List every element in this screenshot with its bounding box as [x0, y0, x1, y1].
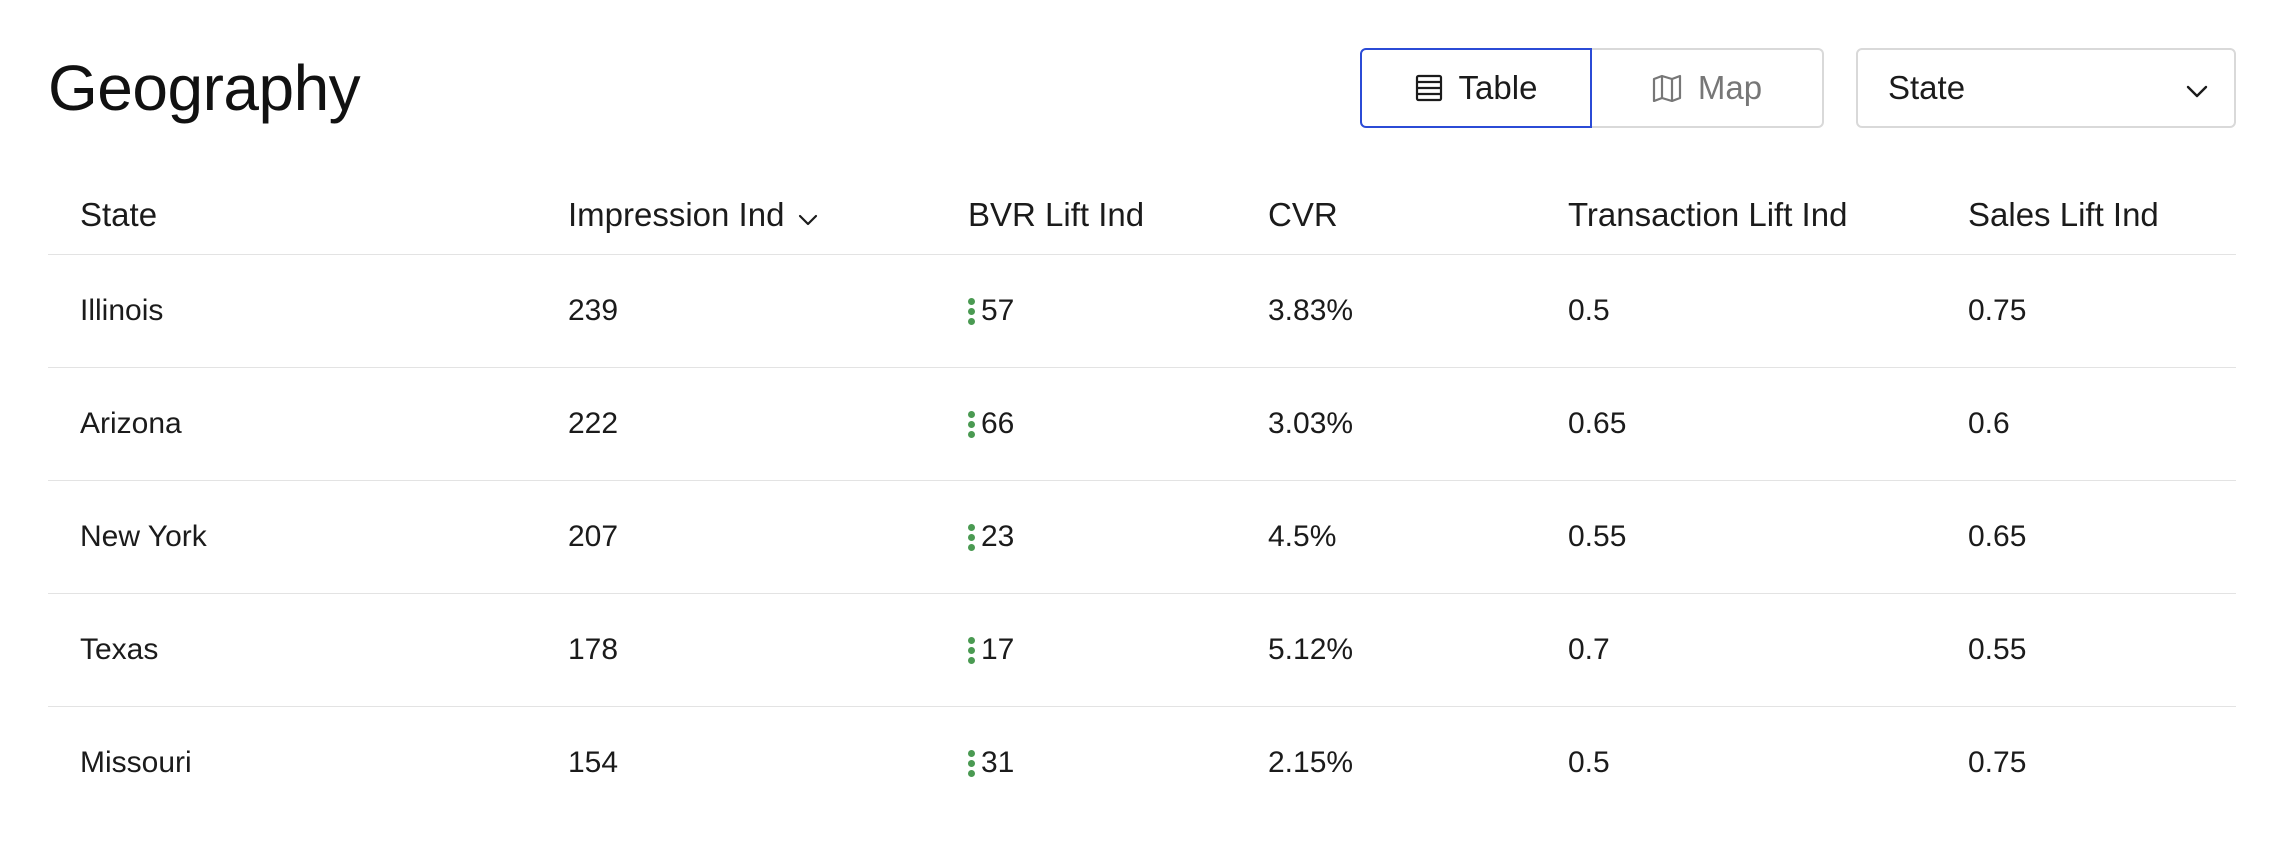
state-cell: Arizona [80, 407, 182, 440]
bvr-lift-ind-value: 17 [981, 633, 1015, 666]
column-header-bvr-lift-ind[interactable]: BVR Lift Ind [968, 196, 1145, 233]
chevron-down-icon [2186, 69, 2208, 107]
state-cell: Illinois [80, 294, 164, 327]
bvr-lift-ind-cell: 23 [968, 481, 1014, 593]
table-row[interactable]: Texas 178 17 5.12% 0.7 0.55 [48, 594, 2236, 707]
state-cell: New York [80, 520, 207, 553]
transaction-lift-ind-cell: 0.65 [1568, 407, 1627, 440]
table-row[interactable]: Illinois 239 57 3.83% 0.5 0.75 [48, 255, 2236, 368]
cvr-cell: 3.83% [1268, 294, 1354, 327]
column-header-transaction-lift-ind[interactable]: Transaction Lift Ind [1568, 196, 1848, 233]
sales-lift-ind-cell: 0.6 [1968, 407, 2010, 440]
transaction-lift-ind-cell: 0.7 [1568, 633, 1610, 666]
column-header-state[interactable]: State [80, 196, 158, 233]
cvr-cell: 2.15% [1268, 746, 1354, 779]
table-row[interactable]: New York 207 23 4.5% 0.55 0.65 [48, 481, 2236, 594]
sales-lift-ind-cell: 0.65 [1968, 520, 2027, 553]
dimension-select-value: State [1888, 69, 1966, 106]
bvr-lift-ind-cell: 31 [968, 707, 1014, 819]
sales-lift-ind-cell: 0.55 [1968, 633, 2027, 666]
cvr-cell: 5.12% [1268, 633, 1354, 666]
table-view-label: Table [1458, 69, 1538, 106]
column-header-sales-lift-ind[interactable]: Sales Lift Ind [1968, 196, 2159, 233]
lift-indicator-icon [968, 637, 975, 664]
map-view-label: Map [1697, 69, 1763, 106]
transaction-lift-ind-cell: 0.5 [1568, 746, 1610, 779]
sales-lift-ind-cell: 0.75 [1968, 746, 2027, 779]
view-toggle: Table Map [1360, 48, 1824, 128]
table-row[interactable]: Arizona 222 66 3.03% 0.65 0.6 [48, 368, 2236, 481]
impression-ind-cell: 154 [568, 746, 619, 779]
map-view-button[interactable]: Map [1592, 48, 1824, 128]
impression-ind-cell: 222 [568, 407, 619, 440]
table-icon [1415, 74, 1443, 102]
geography-table: State Impression Ind BVR Lift Ind CVR Tr… [48, 176, 2236, 819]
column-header-impression-ind[interactable]: Impression Ind [568, 176, 818, 254]
bvr-lift-ind-value: 23 [981, 520, 1015, 553]
bvr-lift-ind-cell: 17 [968, 594, 1014, 706]
impression-ind-cell: 178 [568, 633, 619, 666]
table-body: Illinois 239 57 3.83% 0.5 0.75 Arizona 222 66 3.0… [48, 255, 2236, 819]
page-title: Geography [48, 52, 361, 124]
cvr-cell: 3.03% [1268, 407, 1354, 440]
bvr-lift-ind-value: 31 [981, 746, 1015, 779]
cvr-cell: 4.5% [1268, 520, 1337, 553]
table-header: State Impression Ind BVR Lift Ind CVR Tr… [48, 176, 2236, 255]
bvr-lift-ind-cell: 66 [968, 368, 1014, 480]
bvr-lift-ind-value: 66 [981, 407, 1015, 440]
lift-indicator-icon [968, 524, 975, 551]
lift-indicator-icon [968, 750, 975, 777]
lift-indicator-icon [968, 298, 975, 325]
impression-ind-cell: 207 [568, 520, 619, 553]
transaction-lift-ind-cell: 0.5 [1568, 294, 1610, 327]
dimension-select[interactable]: State [1856, 48, 2236, 128]
impression-ind-cell: 239 [568, 294, 619, 327]
sort-descending-icon [798, 196, 818, 234]
state-cell: Texas [80, 633, 159, 666]
table-row[interactable]: Missouri 154 31 2.15% 0.5 0.75 [48, 707, 2236, 819]
sales-lift-ind-cell: 0.75 [1968, 294, 2027, 327]
column-header-cvr[interactable]: CVR [1268, 196, 1338, 233]
lift-indicator-icon [968, 411, 975, 438]
bvr-lift-ind-value: 57 [981, 294, 1015, 327]
bvr-lift-ind-cell: 57 [968, 255, 1014, 367]
map-icon [1652, 74, 1682, 102]
transaction-lift-ind-cell: 0.55 [1568, 520, 1627, 553]
column-header-label: Impression Ind [568, 196, 785, 233]
table-view-button[interactable]: Table [1360, 48, 1592, 128]
state-cell: Missouri [80, 746, 192, 779]
